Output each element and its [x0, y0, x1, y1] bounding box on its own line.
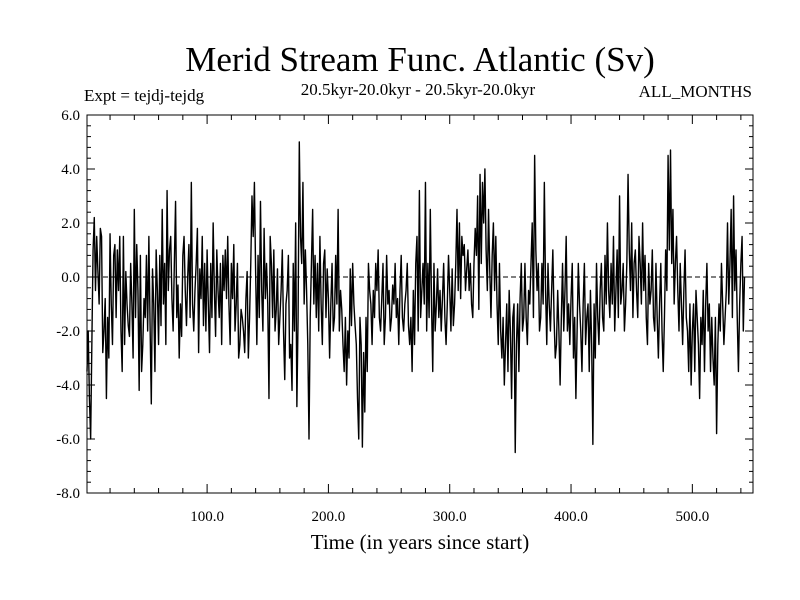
x-axis-label: Time (in years since start) [311, 530, 530, 554]
y-tick-label: 2.0 [61, 216, 80, 232]
y-tick-label: -4.0 [56, 378, 80, 394]
x-axis-ticks: 100.0 200.0 300.0 400.0 500.0 [109, 115, 742, 525]
x-tick-label: 100.0 [190, 509, 224, 525]
x-tick-label: 400.0 [554, 509, 588, 525]
y-tick-label: -8.0 [56, 486, 80, 502]
y-tick-label: 6.0 [61, 108, 80, 124]
y-tick-label: 4.0 [61, 162, 80, 178]
y-tick-label: 0.0 [61, 270, 80, 286]
series-line [86, 141, 746, 454]
y-tick-label: -2.0 [56, 324, 80, 340]
plot-frame [86, 114, 754, 494]
months-label: ALL_MONTHS [639, 82, 752, 101]
chart-subtitle: 20.5kyr-20.0kyr - 20.5kyr-20.0kyr [301, 80, 536, 99]
y-tick-label: -6.0 [56, 432, 80, 448]
x-tick-label: 500.0 [675, 509, 709, 525]
y-axis-ticks: -8.0 -6.0 -4.0 -2.0 0.0 2.0 4.0 6.0 [56, 108, 753, 502]
x-tick-label: 300.0 [433, 509, 467, 525]
experiment-label: Expt = tejdj-tejdg [84, 86, 205, 105]
x-tick-label: 200.0 [312, 509, 346, 525]
chart-title: Merid Stream Func. Atlantic (Sv) [185, 40, 655, 79]
